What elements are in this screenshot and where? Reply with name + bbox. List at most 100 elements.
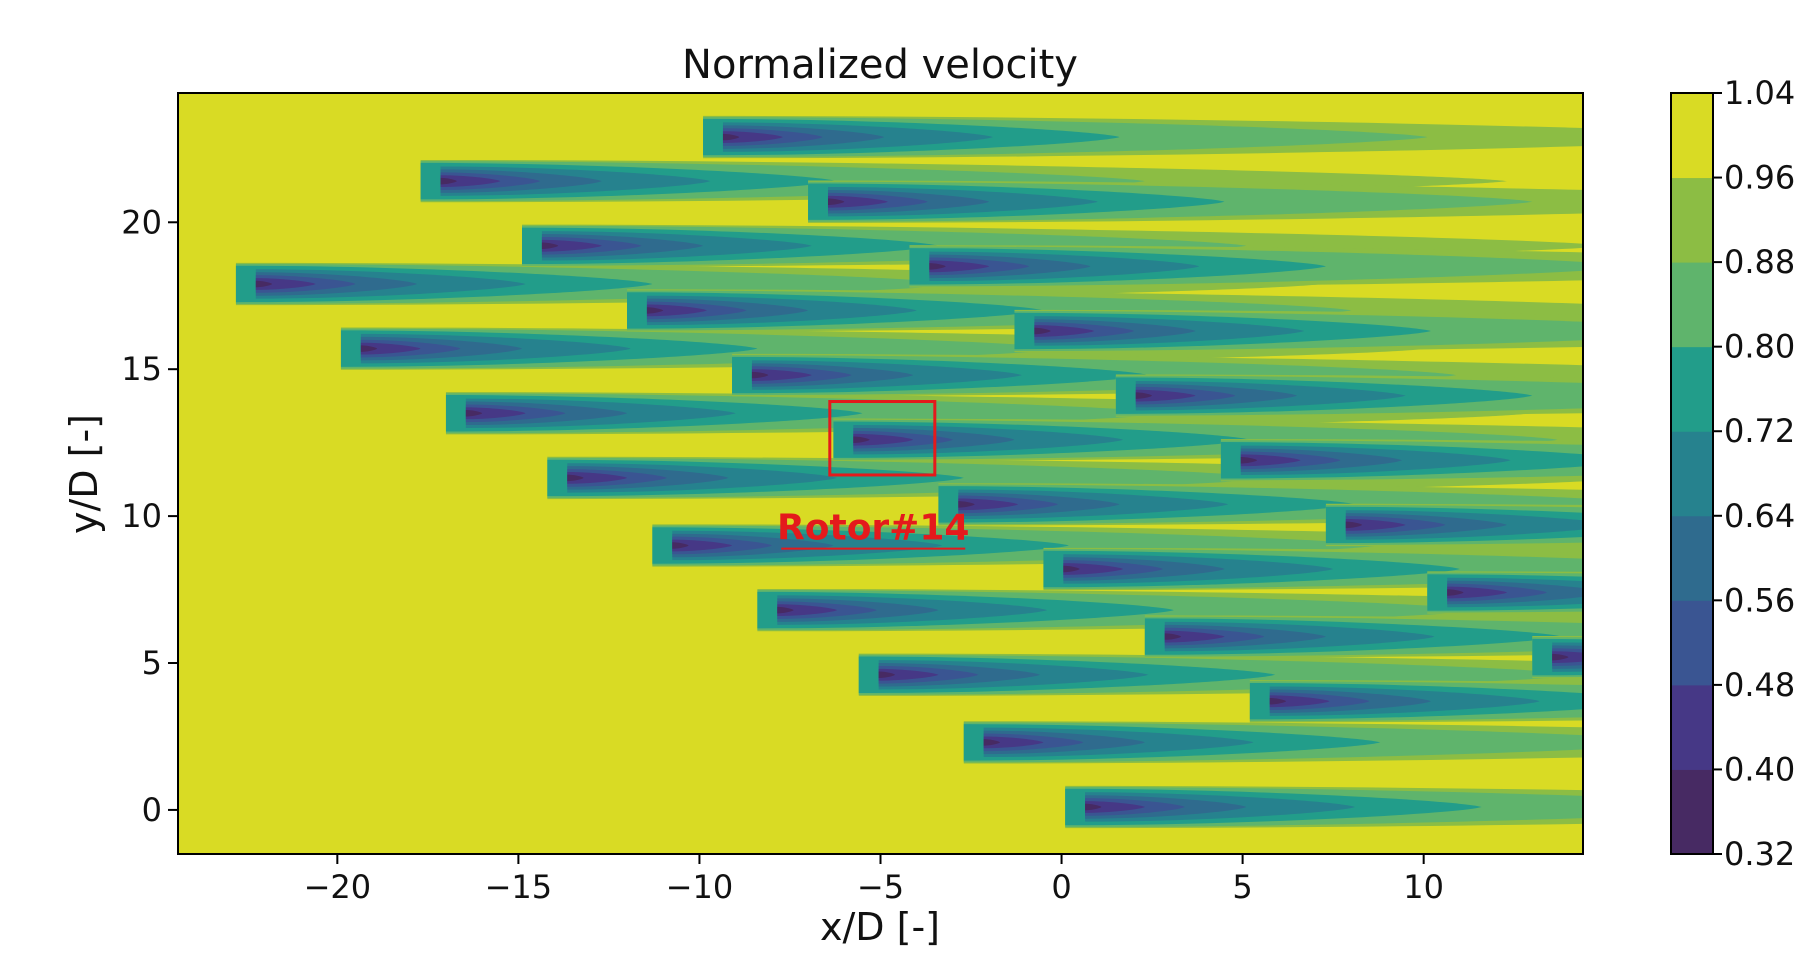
wake-band: [722, 131, 783, 143]
rotor-wake: [1427, 571, 1583, 614]
y-tick-label: 10: [121, 497, 162, 535]
colorbar-label: 0.48: [1724, 666, 1795, 704]
colorbar-label: 0.88: [1724, 243, 1795, 281]
colorbar-segment: [1671, 93, 1713, 179]
y-tick-label: 0: [142, 791, 162, 829]
colorbar-segment: [1671, 431, 1713, 517]
wake-band: [1240, 457, 1258, 464]
rotor-wake: [1532, 635, 1583, 679]
x-tick-label: 0: [1051, 868, 1071, 906]
rotor-wake: [1144, 615, 1583, 658]
colorbar-label: 0.80: [1724, 328, 1795, 366]
colorbar-segment: [1671, 515, 1713, 601]
wake-band: [827, 195, 888, 208]
y-tick-label: 15: [121, 350, 162, 388]
wake-band: [646, 307, 664, 314]
wake-band: [983, 736, 1044, 749]
wake-band: [672, 539, 733, 552]
colorbar-segment: [1671, 600, 1713, 686]
wake-band: [567, 472, 628, 484]
colorbar-segment: [1671, 684, 1713, 770]
wake-band: [465, 410, 483, 417]
wake-band: [1447, 589, 1464, 596]
rotor-wake: [1014, 309, 1583, 353]
wake-band: [777, 606, 794, 614]
colorbar: 0.32 0.40 0.48 0.56 0.64 0.72 0.80 0.88 0.96 1.04: [1670, 74, 1795, 873]
wake-band: [646, 304, 707, 317]
wake-band: [1063, 563, 1124, 575]
x-tick-label: 5: [1232, 868, 1252, 906]
wake-band: [255, 280, 273, 288]
x-tick-label: −10: [666, 868, 734, 906]
wake-band: [751, 369, 812, 381]
plot-area: [178, 93, 1583, 854]
colorbar-segment: [1671, 769, 1713, 855]
wake-band: [1164, 630, 1225, 643]
wake-band: [853, 436, 870, 443]
x-axis-label: x/D [-]: [820, 905, 940, 949]
chart-title: Normalized velocity: [682, 42, 1078, 88]
wake-band: [983, 739, 1000, 746]
rotor-wake: [340, 327, 1428, 370]
wake-band: [1164, 633, 1182, 640]
colorbar-label: 0.72: [1724, 412, 1795, 450]
wake-band: [1034, 325, 1095, 337]
rotor-wake: [1115, 374, 1583, 417]
rotor-wake: [963, 721, 1583, 764]
wake-band: [853, 433, 914, 446]
colorbar-segment: [1671, 177, 1713, 263]
wake-band: [567, 474, 584, 482]
wake-band: [255, 278, 316, 290]
wake-band: [1085, 803, 1102, 811]
wake-band: [722, 133, 740, 141]
rotor-wake: [1220, 439, 1583, 482]
wakes-layer: [235, 115, 1583, 829]
wake-band: [541, 242, 559, 250]
wake-band: [440, 177, 457, 185]
rotor-wake: [1249, 680, 1583, 723]
wake-band: [1135, 389, 1196, 402]
colorbar-segment: [1671, 346, 1713, 432]
wake-band: [929, 260, 990, 273]
colorbar-label: 0.56: [1724, 581, 1795, 619]
x-axis-ticks: −20 −15 −10 −5 0 5 10: [304, 854, 1444, 906]
wake-band: [1552, 653, 1569, 661]
rotor-wake: [1325, 503, 1583, 547]
y-axis-label: y/D [-]: [62, 414, 106, 534]
colorbar-frame: [1670, 92, 1714, 855]
y-axis-ticks: 0 5 10 15 20: [121, 203, 178, 829]
wake-band: [777, 604, 838, 617]
rotor-wake: [808, 180, 1583, 223]
wake-band: [878, 668, 939, 681]
wake-band: [1240, 454, 1301, 467]
rotor-14-annotation: Rotor#14: [777, 400, 969, 550]
wake-band: [958, 498, 1019, 511]
rotor-wake: [909, 245, 1583, 288]
y-tick-label: 5: [142, 644, 162, 682]
wake-band: [1063, 565, 1080, 573]
wake-band: [672, 542, 689, 549]
wake-band: [929, 263, 946, 270]
y-tick-label: 20: [121, 203, 162, 241]
colorbar-segment: [1671, 262, 1713, 348]
wake-band: [465, 407, 526, 420]
rotor-14-highlight-box: [828, 400, 937, 477]
colorbar-label: 1.04: [1724, 74, 1795, 112]
x-tick-label: −20: [304, 868, 372, 906]
wake-band: [1085, 801, 1145, 813]
wake-band: [1135, 392, 1153, 399]
wake-band: [827, 198, 845, 205]
wake-band: [1345, 519, 1406, 531]
wake-band: [1269, 695, 1330, 708]
colorbar-label: 0.32: [1724, 835, 1795, 873]
wake-band: [1034, 327, 1051, 335]
wake-band: [1447, 586, 1507, 599]
colorbar-label: 0.96: [1724, 159, 1795, 197]
x-tick-label: −5: [857, 868, 904, 906]
wake-band: [360, 342, 421, 355]
wake-band: [878, 671, 895, 679]
x-tick-label: 10: [1403, 868, 1444, 906]
colorbar-label: 0.40: [1724, 750, 1795, 788]
rotor-wake: [1065, 785, 1583, 829]
